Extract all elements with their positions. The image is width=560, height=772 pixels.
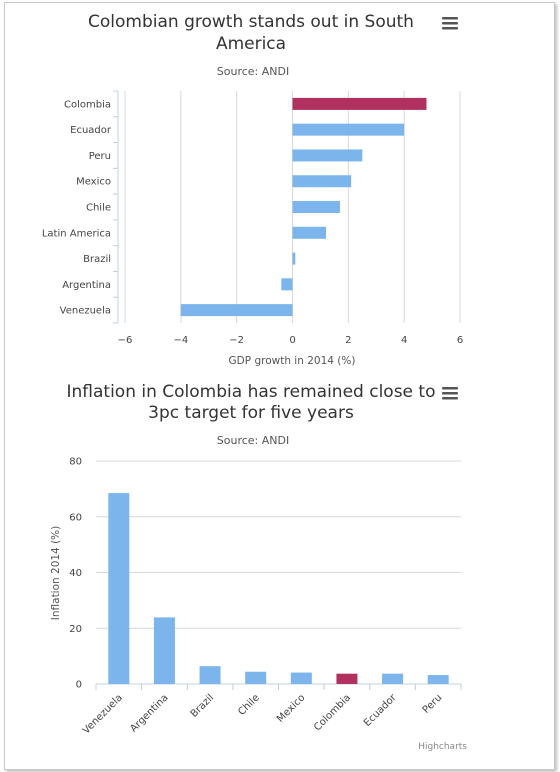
chart1-tick-labels: −6 −4 −2 0 2 4 6 [118, 335, 464, 346]
chart2-bar [245, 671, 267, 684]
chart2-y-tick-label: 60 [69, 512, 82, 523]
chart1-category-label: Ecuador [70, 125, 112, 136]
chart1-category-label: Venezuela [60, 306, 111, 317]
chart2-category-label: Ecuador [362, 692, 399, 729]
chart2-category-label: Argentina [128, 692, 170, 734]
chart2-category-label: Peru [421, 692, 445, 716]
chart1-category-label: Mexico [76, 177, 111, 188]
chart1-title-line2: America [216, 34, 286, 54]
chart1-bar [292, 149, 363, 162]
chart1-x-tick-label: 6 [457, 335, 463, 346]
chart1-bars [180, 97, 427, 317]
chart1-x-tick-label: −2 [229, 335, 244, 346]
chart2-category-label: Venezuela [81, 692, 125, 736]
chart1-bar [292, 175, 352, 188]
chart1-bar [180, 304, 293, 317]
screenshot-frame [4, 2, 555, 770]
chart1-x-tick-label: 4 [401, 335, 407, 346]
chart2-category-label: Mexico [275, 692, 307, 724]
chart2-y-tick-label: 0 [76, 680, 82, 691]
chart1-subtitle: Source: ANDI [217, 65, 289, 78]
chart2-category-labels: Venezuela Argentina Brazil Chile Mexico Colom… [81, 692, 444, 737]
chart1-x-tick-label: −4 [173, 335, 188, 346]
chart2-menu-icon[interactable] [442, 387, 458, 400]
chart1-category-label: Chile [86, 203, 111, 214]
chart2-subtitle: Source: ANDI [217, 434, 289, 447]
chart2-bars [108, 493, 449, 684]
chart-gdp-growth: Colombian growth stands out in South Ame… [42, 12, 463, 367]
chart2-y-tick-label: 20 [69, 624, 82, 635]
chart2-category-label: Chile [236, 692, 261, 717]
chart2-gridlines [95, 460, 462, 690]
chart2-bar [427, 675, 449, 684]
chart2-bar [336, 673, 358, 684]
chart1-bar [292, 97, 427, 110]
chart2-bar [290, 672, 312, 684]
chart1-title-line1: Colombian growth stands out in South [88, 12, 414, 32]
chart1-bar [292, 226, 326, 239]
chart1-x-tick-label: 0 [289, 335, 295, 346]
chart2-bar [153, 617, 175, 684]
chart1-x-axis-title: GDP growth in 2014 (%) [229, 355, 356, 367]
chart1-bar [292, 123, 405, 136]
chart1-bar [281, 278, 293, 291]
chart2-title-line2: 3pc target for five years [148, 403, 354, 423]
chart2-bar [108, 493, 130, 684]
chart1-category-label: Brazil [83, 254, 111, 265]
chart-inflation: Inflation in Colombia has remained close… [50, 382, 467, 752]
chart1-category-label: Peru [89, 151, 111, 162]
chart2-bar [382, 673, 404, 684]
chart2-tick-labels: 0 20 40 60 80 [69, 457, 82, 691]
chart1-category-label: Argentina [62, 280, 111, 291]
chart1-category-labels: Colombia Ecuador Peru Mexico Chile Latin Amer… [42, 99, 112, 316]
chart1-bar [292, 252, 296, 265]
chart2-category-label: Brazil [189, 692, 217, 720]
chart1-category-label: Latin America [42, 228, 111, 239]
highcharts-credit[interactable]: Highcharts [418, 742, 467, 752]
chart1-x-tick-label: 2 [345, 335, 351, 346]
chart2-bar [199, 666, 221, 684]
chart2-y-axis-title: Inflation 2014 (%) [50, 526, 62, 620]
chart2-category-label: Colombia [312, 692, 353, 733]
chart1-bar [292, 201, 340, 213]
chart2-title-line1: Inflation in Colombia has remained close… [67, 382, 436, 402]
chart1-category-label: Colombia [64, 99, 111, 110]
chart2-y-tick-label: 40 [69, 568, 82, 579]
chart1-x-tick-label: −6 [118, 335, 133, 346]
chart2-y-tick-label: 80 [69, 457, 82, 468]
chart1-menu-icon[interactable] [442, 17, 458, 30]
